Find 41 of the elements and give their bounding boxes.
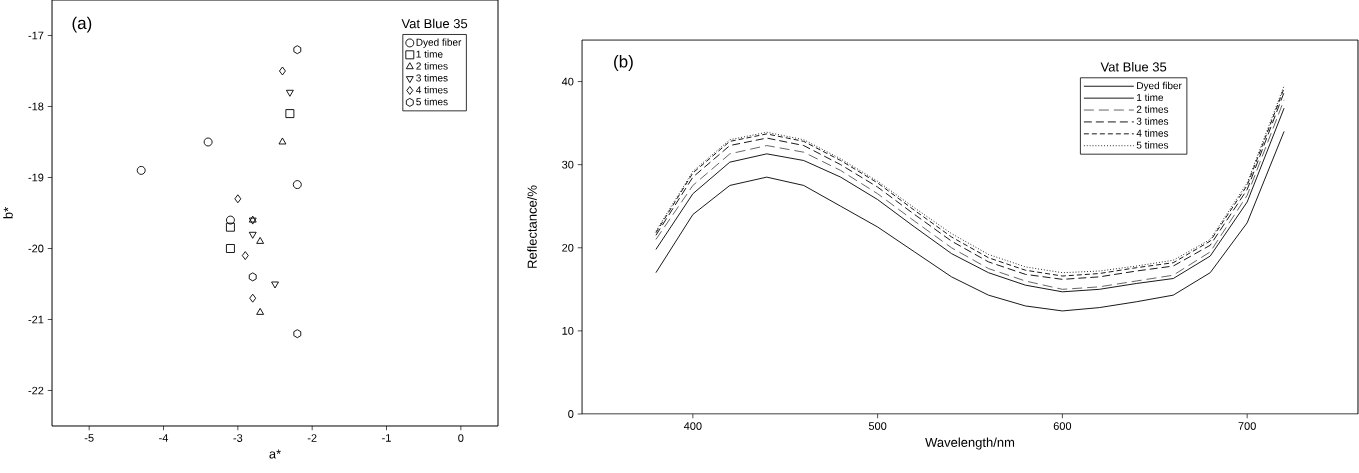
legend-label: 3 times bbox=[1136, 117, 1169, 125]
y-tick-label: -21 bbox=[28, 315, 44, 324]
legend-label: 5 times bbox=[1136, 141, 1169, 149]
x-tick-label: 600 bbox=[1053, 422, 1072, 430]
y-tick-label: -20 bbox=[28, 244, 44, 253]
annotation: (b) bbox=[614, 55, 633, 71]
legend-title: Vat Blue 35 bbox=[401, 18, 468, 29]
y-tick-label: 20 bbox=[562, 243, 574, 252]
x-tick-label: -2 bbox=[307, 434, 317, 442]
x-tick-label: -1 bbox=[382, 434, 391, 442]
y-tick-label: -18 bbox=[28, 102, 44, 111]
x-tick-label: 500 bbox=[868, 422, 887, 430]
x-tick-label: 700 bbox=[1238, 422, 1256, 430]
y-axis-title: Reflectance/% bbox=[527, 185, 537, 268]
y-tick-label: 30 bbox=[562, 160, 574, 169]
x-tick-label: -3 bbox=[233, 434, 243, 442]
annotation: (a) bbox=[72, 16, 92, 33]
legend-title: Vat Blue 35 bbox=[1100, 61, 1167, 72]
legend-label: 2 times bbox=[416, 62, 448, 70]
legend-label: 1 time bbox=[416, 50, 443, 58]
x-tick-label: 400 bbox=[683, 422, 702, 430]
legend-label: 5 times bbox=[416, 97, 448, 106]
y-tick-label: -22 bbox=[28, 386, 44, 395]
legend-label: 3 times bbox=[416, 74, 448, 82]
legend-label: 4 times bbox=[416, 86, 448, 94]
x-axis-title: a* bbox=[269, 449, 281, 459]
legend-label: 2 times bbox=[1136, 105, 1169, 113]
x-tick-label: 0 bbox=[458, 434, 464, 442]
x-tick-label: -5 bbox=[84, 434, 94, 442]
y-tick-label: 10 bbox=[562, 326, 574, 335]
y-tick-label: 0 bbox=[568, 410, 574, 418]
legend-label: 1 time bbox=[1137, 93, 1164, 102]
x-tick-label: -4 bbox=[159, 434, 169, 442]
legend-label: Dyed fiber bbox=[416, 38, 462, 48]
y-tick-label: -17 bbox=[28, 31, 44, 40]
x-axis-title: Wavelength/nm bbox=[925, 437, 1015, 450]
legend-label: 4 times bbox=[1136, 129, 1169, 137]
legend-label: Dyed fiber bbox=[1137, 81, 1182, 92]
y-tick-label: -19 bbox=[28, 173, 44, 182]
y-axis-title: b* bbox=[3, 207, 13, 219]
y-tick-label: 40 bbox=[561, 77, 574, 86]
